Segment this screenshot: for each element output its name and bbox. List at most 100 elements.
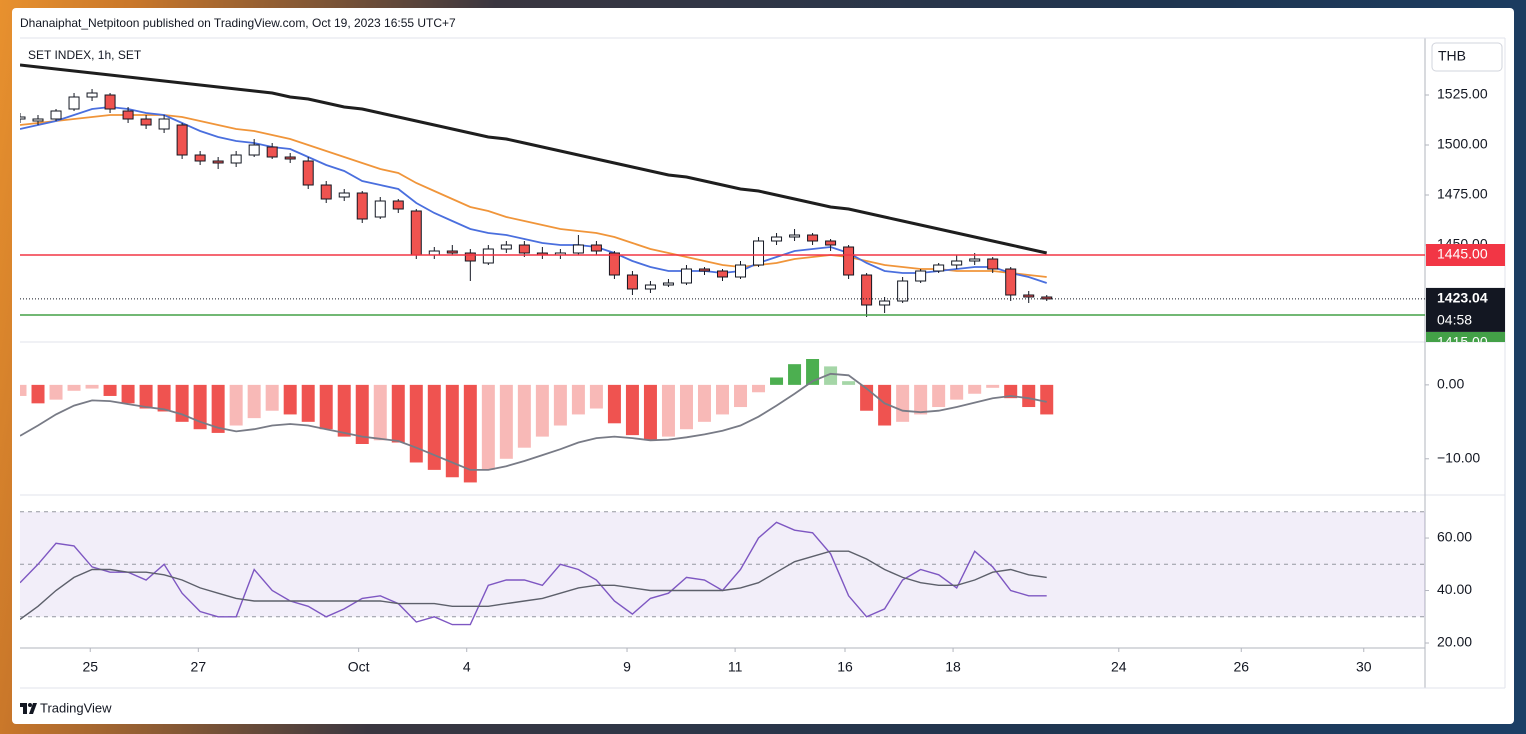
candle-body xyxy=(104,94,116,110)
x-tick-label: Oct xyxy=(348,659,370,675)
currency[interactable]: THB xyxy=(1438,48,1466,64)
candle-body xyxy=(717,270,728,278)
histogram-bar xyxy=(103,384,117,396)
histogram-bar xyxy=(734,384,748,408)
histogram-bar xyxy=(878,384,892,426)
histogram-bar xyxy=(121,384,135,404)
candle-body xyxy=(771,236,783,242)
histogram-bar xyxy=(463,384,477,483)
candle-body xyxy=(50,110,62,120)
x-tick-label: 27 xyxy=(191,659,207,675)
moving-average xyxy=(20,106,1047,284)
histogram-bar xyxy=(265,384,279,411)
candle-body xyxy=(284,156,296,160)
candle-body xyxy=(825,240,837,246)
candle-body xyxy=(626,274,638,290)
histogram-bar xyxy=(950,384,964,400)
x-tick-label: 9 xyxy=(623,659,631,675)
countdown: 04:58 xyxy=(1437,312,1472,328)
histogram-bar xyxy=(842,381,856,385)
candle-body xyxy=(951,260,963,266)
histogram-bar xyxy=(571,384,585,415)
candle-body xyxy=(644,284,656,290)
candle-body xyxy=(933,264,945,272)
x-tick-label: 30 xyxy=(1356,659,1372,675)
candle-body xyxy=(194,154,206,162)
histogram-bar xyxy=(445,384,459,478)
level-label-box xyxy=(1426,332,1505,342)
candle-body xyxy=(392,200,404,210)
histogram-bar xyxy=(20,384,27,396)
candle-body xyxy=(464,252,476,262)
candle-body xyxy=(590,244,602,252)
currency-button[interactable] xyxy=(1431,42,1503,72)
candle-body xyxy=(356,192,368,220)
histogram-bar xyxy=(193,384,207,430)
histogram-bar xyxy=(139,384,153,409)
histogram-bar xyxy=(896,384,910,422)
candle-body xyxy=(789,234,801,238)
moving-average xyxy=(20,114,1047,278)
x-tick-label: 11 xyxy=(728,659,743,675)
histogram-bar xyxy=(968,384,982,394)
histogram-bar xyxy=(986,384,1000,388)
candle-body xyxy=(518,244,530,254)
histogram-bar xyxy=(67,384,81,391)
candle-body xyxy=(248,144,260,156)
candle-body xyxy=(861,274,873,306)
candle-body xyxy=(230,154,242,164)
publisher: Dhanaiphat_Netpitoon published on Tradin… xyxy=(20,16,456,30)
candle-body xyxy=(446,250,458,254)
y-tick-label: −10.00 xyxy=(1437,449,1480,465)
candle-body xyxy=(897,280,909,302)
histogram-bar xyxy=(85,384,99,389)
y-tick-label: 1525.00 xyxy=(1437,86,1488,102)
candle-body xyxy=(158,118,170,130)
histogram-bar xyxy=(607,384,621,424)
candle-body xyxy=(680,268,692,284)
histogram-bar xyxy=(283,384,297,415)
candle-body xyxy=(410,210,422,256)
candle-body xyxy=(338,192,350,198)
candle-body xyxy=(302,160,314,186)
candle-body xyxy=(608,252,620,276)
histogram-bar xyxy=(697,384,711,422)
histogram-bar xyxy=(31,384,45,404)
x-tick-label: 26 xyxy=(1233,659,1249,675)
histogram-bar xyxy=(517,384,531,448)
histogram-bar xyxy=(932,384,946,408)
brand-logo xyxy=(20,703,37,714)
histogram-bar xyxy=(625,384,639,436)
last-price-label: 1423.04 xyxy=(1437,290,1488,306)
histogram-bar xyxy=(337,384,351,437)
histogram-bar xyxy=(1004,384,1018,399)
candle-body xyxy=(969,258,981,262)
histogram-bar xyxy=(752,384,766,393)
pane xyxy=(20,511,1425,626)
histogram-bar xyxy=(247,384,261,419)
histogram-bar xyxy=(553,384,567,426)
y-tick-label: 1500.00 xyxy=(1437,136,1488,152)
histogram-bar xyxy=(589,384,603,409)
candle-body xyxy=(482,248,494,264)
histogram-bar xyxy=(157,384,171,412)
rsi-line xyxy=(20,550,1047,620)
histogram-bar xyxy=(355,384,369,444)
candle-body xyxy=(20,116,26,120)
candle-body xyxy=(320,184,332,200)
y-tick-label: 40.00 xyxy=(1437,581,1472,597)
brand: TradingView xyxy=(40,700,112,715)
signal-line xyxy=(20,372,1047,471)
histogram-bar xyxy=(409,384,423,463)
rsi-line xyxy=(20,521,1047,626)
x-tick-label: 18 xyxy=(945,659,961,675)
histogram-bar xyxy=(499,384,513,459)
candle-body xyxy=(915,270,927,282)
histogram-bar xyxy=(806,359,820,385)
price-labels: 1445.00 1415.00 1423.04 04:58 xyxy=(1426,244,1505,342)
histogram-bar xyxy=(301,384,315,422)
candle-body xyxy=(1005,268,1017,296)
histogram-bar xyxy=(679,384,693,430)
